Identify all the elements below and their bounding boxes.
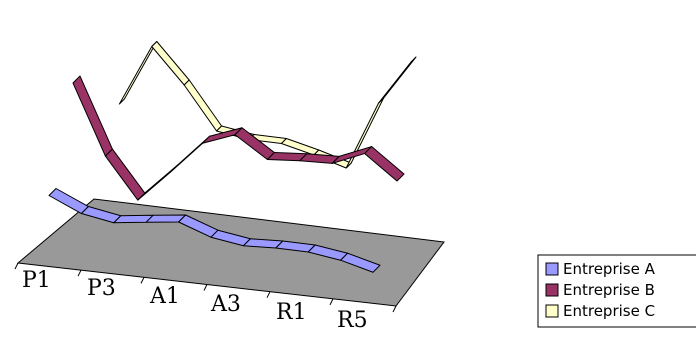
x-tick-label: A1 [149, 284, 180, 309]
x-tick-mark [140, 277, 145, 284]
legend-label-entreprise-a: Entreprise A [563, 260, 656, 278]
x-tick-label: R1 [276, 300, 307, 325]
x-tick-mark [392, 305, 397, 313]
series-ribbons [48, 41, 417, 273]
x-tick-label: P3 [87, 276, 116, 301]
legend-label-entreprise-c: Entreprise C [563, 302, 655, 320]
x-tick-mark [329, 298, 334, 306]
x-tick-mark [203, 284, 208, 291]
x-axis-tick-labels: P1 P3 A1 A3 R1 R5 [22, 268, 368, 333]
legend-swatch-entreprise-c [545, 304, 559, 318]
chart-floor [16, 198, 445, 307]
data-segment-entreprise-b [72, 75, 113, 157]
legend-swatch-entreprise-a [545, 262, 559, 276]
data-segment-entreprise-b [104, 148, 146, 201]
x-tick-label: A3 [210, 292, 241, 317]
x-tick-mark [77, 269, 82, 277]
x-tick-label: P1 [22, 268, 51, 293]
data-segment-entreprise-c [183, 79, 223, 132]
data-segment-entreprise-c [378, 56, 417, 104]
data-segment-entreprise-a [48, 188, 89, 215]
series-entreprise-a [48, 188, 381, 273]
legend: Entreprise A Entreprise B Entreprise C [537, 254, 696, 328]
x-axis-ticks [14, 262, 397, 313]
series-entreprise-b [72, 75, 405, 201]
legend-swatch-entreprise-b [545, 283, 559, 297]
data-segment-entreprise-a [340, 252, 381, 273]
legend-label-entreprise-b: Entreprise B [563, 281, 655, 299]
x-tick-mark [14, 262, 19, 270]
data-segment-entreprise-c [118, 41, 158, 105]
legend-box [537, 254, 696, 328]
data-segment-entreprise-b [364, 146, 405, 182]
data-segment-entreprise-b [234, 127, 275, 160]
x-tick-label: R5 [337, 308, 368, 333]
data-segment-entreprise-c [151, 41, 190, 86]
x-tick-mark [266, 291, 271, 298]
